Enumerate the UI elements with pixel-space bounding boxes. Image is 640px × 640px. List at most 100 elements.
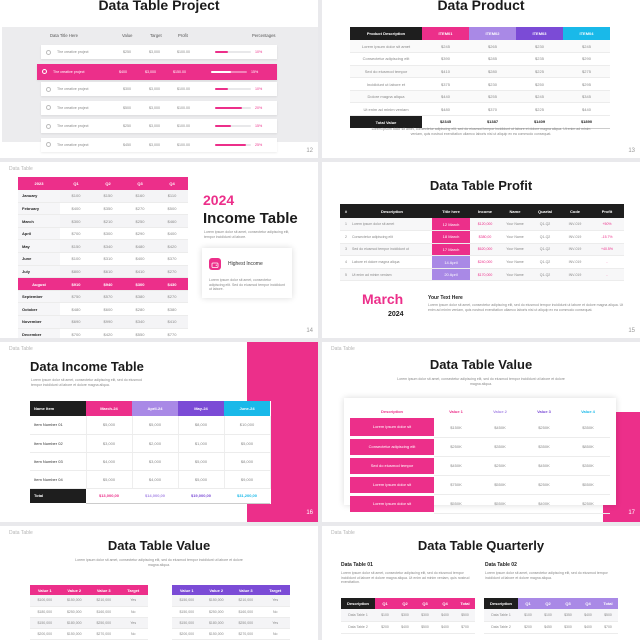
table-cell: Lorem ipsum dolor sit [350, 418, 434, 439]
table-row: Data Table 2 $200 $450 $300 $400 $700 [484, 621, 618, 634]
project-row[interactable]: The creative project $300 $3,000 $100.00 10% [41, 82, 277, 96]
table-cell: $450 [538, 621, 558, 634]
project-name: The creative project [57, 105, 89, 110]
table1-text: Lorem ipsum dolor sit amet, consectetur … [341, 571, 470, 585]
table-cell: $300 [92, 227, 124, 241]
page-title: Data Table Value [107, 538, 211, 553]
table-cell: $210,000 [89, 595, 119, 607]
project-row[interactable]: The creative project $500 $3,000 $100.00 20% [41, 100, 277, 115]
table-cell: $300 [124, 277, 156, 291]
column-header: Value 3 [231, 585, 261, 595]
table-row: January $100 $150 $160 $110 [18, 189, 188, 203]
table-cell: Data Table 1 [484, 609, 518, 622]
table-cell: $400 [124, 252, 156, 266]
table-cell: $700 [455, 621, 475, 634]
table-cell: $200 [375, 621, 395, 634]
table-cell: $250,000 [231, 617, 261, 629]
project-percentage: 25% [255, 142, 263, 147]
table-row: Item Number 03 $4,000 $3,000 $5,000 $8,000 [30, 452, 271, 471]
slide-data-table-value[interactable]: Data Table Data Table Value Lorem ipsum … [322, 342, 640, 522]
table-row: 5 Ut enim ad minim veniam 20 April $170,000… [340, 268, 624, 282]
table-cell: $990 [92, 315, 124, 329]
table-cell: $250 [516, 77, 563, 91]
table-cell: $180,000 [30, 606, 60, 618]
quarterly-table-right: Description Q1 Q2 Q3 Q4 Total Data Table 1 $100… [484, 598, 618, 634]
table-cell: $275 [563, 65, 610, 79]
slide-data-table-project[interactable]: Data Table Project Data Title Here Value T… [0, 0, 318, 158]
page-number: 13 [628, 148, 635, 154]
column-header: Value 1 [30, 585, 60, 595]
column-header: Total [598, 598, 618, 609]
column-header: Target [260, 585, 290, 595]
income-title: Income Table [203, 210, 298, 227]
slide-data-table-profit[interactable]: Data Table Profit # Description Title here… [322, 162, 640, 338]
table-cell: 12 March [432, 218, 470, 232]
table-cell: $2,000 [132, 434, 179, 453]
slide-data-table-quarterly[interactable]: Data Table Data Table Quarterly Data Tab… [322, 526, 640, 640]
table-cell: $300 [558, 621, 578, 634]
column-header: Quartal [530, 204, 560, 218]
page-number: 17 [628, 510, 635, 516]
slide-data-table-value-dual[interactable]: Data Table Data Table Value Lorem ipsum … [0, 526, 318, 640]
page-title: Data Table Quarterly [417, 538, 545, 553]
project-row[interactable]: The creative project $250 $3,000 $100.00 10% [41, 45, 277, 59]
column-header: June-24 [224, 401, 270, 416]
table-cell: $265 [469, 40, 516, 54]
column-header: Description [352, 204, 432, 218]
project-row[interactable]: The creative project $250 $3,000 $100.00 15% [41, 119, 277, 133]
table-cell: $400K [522, 494, 566, 514]
table-cell: $300 [415, 609, 435, 622]
project-percentage: 15% [255, 124, 263, 128]
slide-data-product[interactable]: Data Product Product Description ITEM01 IT… [322, 0, 640, 158]
project-value: $250 [123, 50, 131, 54]
table-row: 4 Labore et dolore magna aliqua 14 April $2… [340, 255, 624, 269]
table-cell: 18 March [432, 230, 470, 244]
monthly-income-table: 2023 Q1 Q2 Q3 Q4 January $100 $150 $160 $110 Febru… [18, 177, 188, 338]
table-header-row: Product Description ITEM01 ITEM02 ITEM03 ITE… [350, 27, 610, 40]
table-cell: $350K [566, 418, 610, 438]
table-cell: $160,000 [231, 606, 261, 618]
project-row[interactable]: The creative project $400 $3,000 $150.00 15% [37, 63, 277, 80]
table-cell: $150,000 [172, 595, 202, 607]
table-cell: $1,000 [178, 434, 225, 453]
project-value: $300 [123, 87, 131, 91]
table-cell: $290 [124, 227, 156, 241]
slide-data-income-table[interactable]: Data Table Data Income Table Lorem ipsum… [0, 342, 318, 522]
progress-bar [215, 143, 251, 146]
table-cell: $100 [538, 609, 558, 622]
table-cell: Q1-Q2 [530, 255, 560, 269]
slide-income-table[interactable]: Data Table 2023 Q1 Q2 Q3 Q4 January $100 $150 $1… [0, 162, 318, 338]
page-title: Data Table Value [429, 357, 533, 372]
table-cell: No [118, 606, 148, 618]
project-target: $3,000 [149, 142, 160, 147]
column-header: March-24 [86, 401, 132, 416]
table-cell: Consectetur adipiscing elit [350, 52, 422, 66]
table-cell: $370 [156, 252, 188, 266]
profit-month: March [362, 291, 404, 307]
table-cell: Lorem ipsum dolor sit [350, 475, 434, 496]
table-cell: $410 [156, 315, 188, 329]
table-cell: $480 [60, 302, 92, 317]
table-row: Lorem ipsum dolor sit $750K $550K $250K $550… [350, 475, 610, 496]
column-header: Code [560, 204, 590, 218]
column-header: Q3 [558, 598, 578, 609]
table-cell: Your Name [500, 243, 530, 257]
table-row: $150,000 $180,000 $250,000 Yes [30, 617, 148, 629]
column-header: Description [350, 404, 434, 418]
table-cell: $350K [566, 456, 610, 476]
table-cell: $245 [563, 40, 610, 54]
project-row[interactable]: The creative project $450 $3,000 $100.00 25% [41, 137, 277, 152]
table-cell: Yes [118, 595, 148, 607]
table-header-row: Description Value 1 Value 2 Value 3 Value 4 [350, 404, 610, 418]
table-cell: $750 [60, 290, 92, 304]
table-header-row: Description Q1 Q2 Q3 Q4 Total [484, 598, 618, 609]
radio-icon [42, 69, 47, 74]
table-row: July $800 $610 $410 $270 [18, 265, 188, 279]
radio-icon [46, 105, 51, 110]
table-row: Data Table 1 $100 $300 $300 $400 $500 [341, 609, 475, 622]
total-cell: Total Value [350, 115, 422, 129]
project-name: The creative project [57, 50, 89, 54]
project-target: $3,000 [149, 105, 160, 110]
table-cell: $750K [434, 475, 478, 495]
table-cell: Dolore magna aliqua [350, 90, 422, 104]
